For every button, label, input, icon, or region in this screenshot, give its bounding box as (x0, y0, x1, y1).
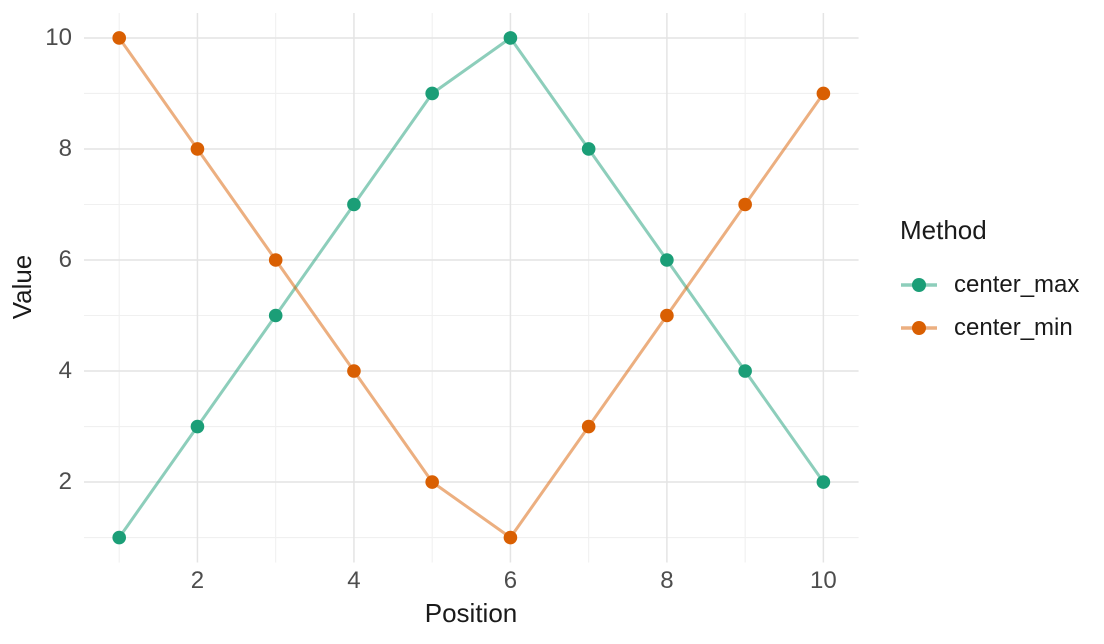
data-point-center_max (268, 308, 283, 323)
data-point-center_max (112, 530, 127, 545)
data-point-center_min (425, 475, 439, 489)
legend-label: center_min (954, 314, 1073, 341)
legend-key-icon (901, 321, 937, 335)
y-tick-label: 8 (58, 134, 72, 162)
series-line-center_max (117, 36, 825, 539)
series-line-center_min (117, 37, 825, 540)
data-point-center_max (425, 86, 439, 101)
data-point-center_max (660, 253, 674, 267)
y-axis-title: Value (7, 254, 37, 320)
data-point-center_max (503, 31, 518, 45)
data-point-center_max (581, 142, 596, 156)
data-point-center_max (738, 364, 752, 378)
x-tick-label: 6 (503, 567, 518, 594)
legend-title: Method (900, 215, 987, 245)
y-tick-label: 10 (45, 23, 72, 51)
data-point-center_min (581, 419, 596, 434)
y-tick-label: 6 (58, 245, 72, 273)
x-tick-label: 10 (810, 567, 837, 594)
legend: Method center_max center_min (900, 214, 1104, 356)
data-point-center_max (190, 419, 205, 434)
legend-label: center_max (954, 271, 1080, 298)
x-axis-title: Position (424, 598, 518, 628)
x-tick-label: 8 (660, 567, 674, 594)
data-point-center_min (347, 364, 361, 378)
data-point-center_min (268, 253, 283, 267)
data-point-center_min (816, 86, 831, 101)
data-point-center_min (738, 197, 752, 212)
legend-key-point (912, 321, 926, 335)
data-point-center_min (190, 142, 205, 156)
data-point-center_min (503, 530, 518, 545)
x-tick-label: 4 (347, 567, 361, 594)
legend-item-center_min: center_min (900, 313, 1104, 343)
legend-key-icon (901, 278, 937, 292)
y-tick-label: 2 (58, 468, 72, 496)
data-point-center_max (816, 475, 831, 489)
legend-items: center_max center_min (900, 270, 1104, 343)
y-tick-label: 4 (58, 357, 72, 384)
data-point-center_min (660, 308, 674, 323)
legend-item-center_max: center_max (900, 270, 1104, 300)
legend-key-point (912, 278, 926, 292)
data-point-center_max (347, 197, 361, 212)
x-tick-label: 2 (190, 567, 205, 594)
data-point-center_min (112, 31, 127, 45)
